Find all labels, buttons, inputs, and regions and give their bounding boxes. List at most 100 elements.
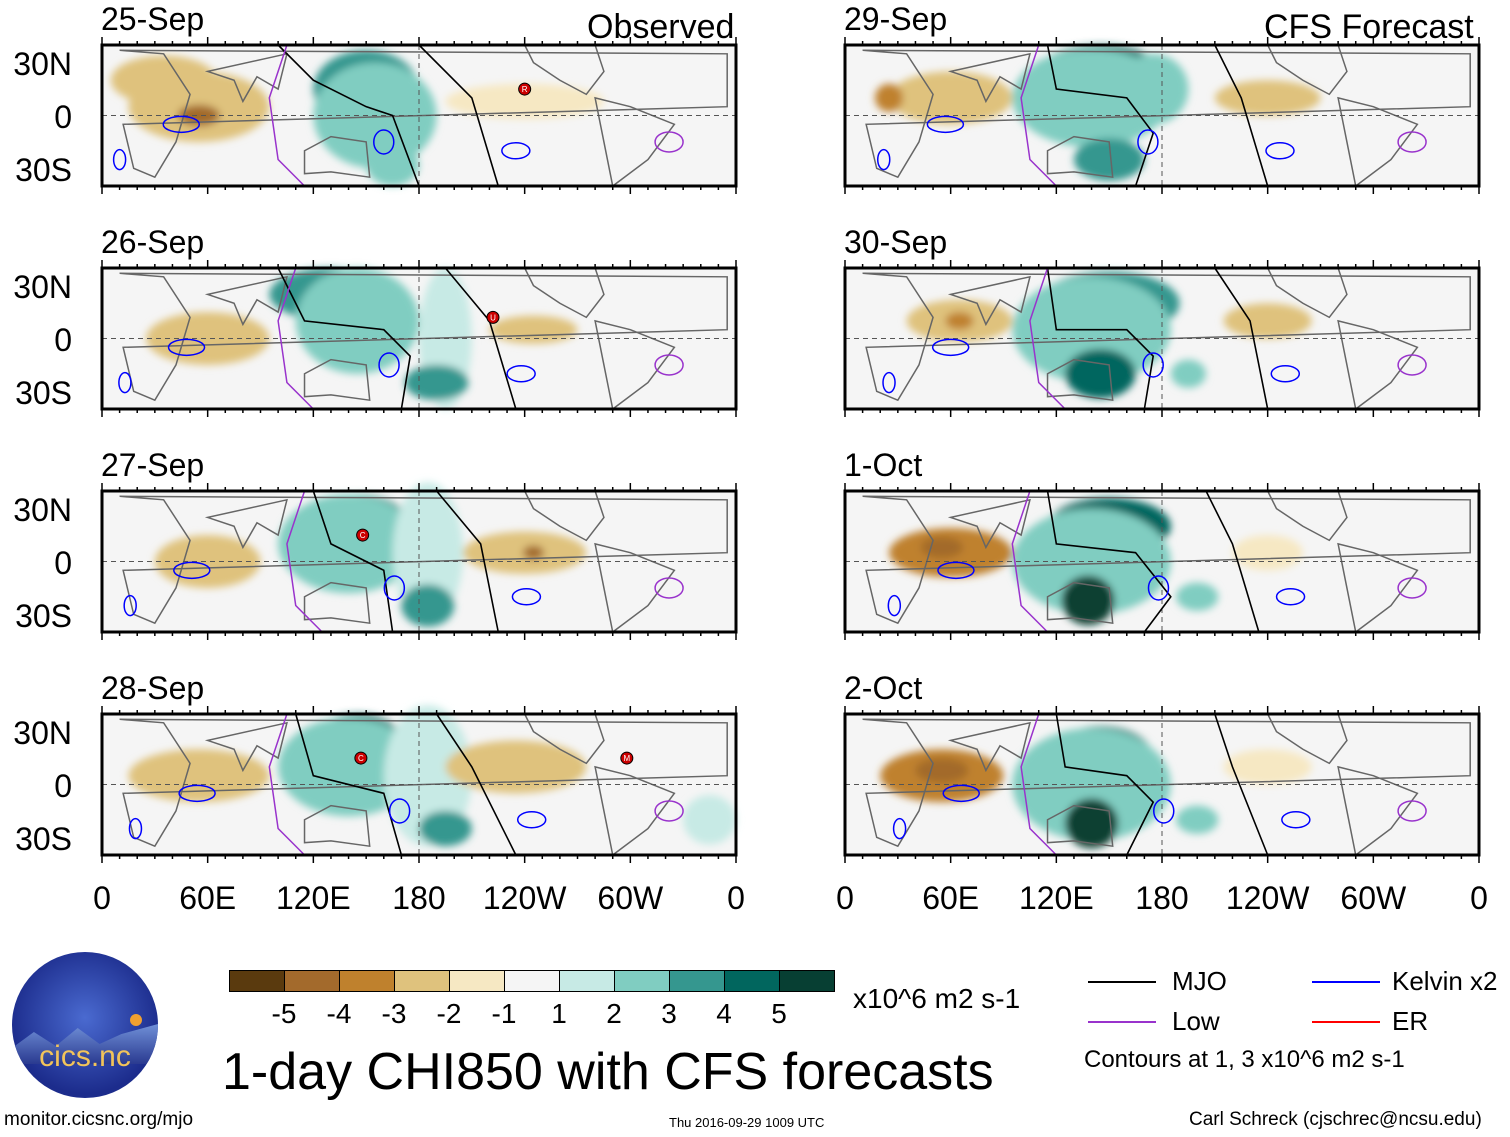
footer-author: Carl Schreck (cjschrec@ncsu.edu) xyxy=(1189,1109,1482,1130)
kelvin-contour xyxy=(383,575,406,601)
x-tick-label: 0 xyxy=(93,880,111,916)
kelvin-contour xyxy=(173,561,211,580)
kelvin-contour xyxy=(118,371,132,394)
kelvin-contour xyxy=(1142,352,1164,378)
kelvin-contour xyxy=(373,129,395,155)
contour-note: Contours at 1, 3 x10^6 m2 s-1 xyxy=(1084,1046,1405,1073)
kelvin-contour xyxy=(882,371,896,394)
legend-mjo-line xyxy=(1088,981,1156,983)
anomaly-blob xyxy=(392,482,464,624)
coastline xyxy=(119,272,728,402)
coastline xyxy=(862,495,1471,625)
mjo-contour xyxy=(1055,713,1155,856)
coastline xyxy=(594,319,676,411)
anomaly-blob xyxy=(1065,349,1136,399)
low-contour xyxy=(654,131,684,153)
coastline xyxy=(594,542,676,634)
colorbar-tick-label: -5 xyxy=(271,998,297,1029)
x-tick-label: 120E xyxy=(1018,880,1094,916)
logo-text: cics.nc xyxy=(39,1040,131,1073)
panel-date-label: 2-Oct xyxy=(844,670,923,706)
y-tick-label: 0 xyxy=(54,768,72,804)
kelvin-contour xyxy=(123,594,137,617)
tropical-storm-icon: M xyxy=(620,751,634,765)
mjo-contour xyxy=(1046,490,1172,633)
anomaly-blob xyxy=(1232,535,1303,571)
low-contour xyxy=(268,44,306,187)
anomaly-blob xyxy=(1061,575,1115,625)
low-contour xyxy=(286,490,323,633)
colorbar-swatch xyxy=(394,970,450,992)
mjo-contour xyxy=(435,490,500,633)
colorbar-swatch xyxy=(559,970,615,992)
low-contour xyxy=(1397,577,1427,599)
anomaly-blob xyxy=(874,83,904,112)
low-contour xyxy=(654,354,684,376)
x-tick-label: 60E xyxy=(179,880,237,916)
footer-url[interactable]: monitor.cicsnc.org/mjo xyxy=(4,1109,194,1130)
colorbar-swatch xyxy=(284,970,340,992)
coastline xyxy=(1337,765,1419,857)
legend-kelvin-label: Kelvin x2 xyxy=(1392,966,1498,996)
mjo-contour xyxy=(1214,713,1269,856)
coastline xyxy=(947,52,1031,104)
colorbar-swatch xyxy=(229,970,285,992)
tropical-storm-icon: C xyxy=(354,751,368,765)
legend-low-label: Low xyxy=(1172,1006,1220,1036)
figure-title: 1-day CHI850 with CFS forecasts xyxy=(222,1043,994,1101)
anomaly-blob xyxy=(1176,805,1219,834)
x-tick-label: 120E xyxy=(275,880,351,916)
low-contour xyxy=(277,267,314,410)
low-contour xyxy=(1029,267,1066,410)
colorbar-tick-label: -1 xyxy=(491,998,517,1029)
legend-er-label: ER xyxy=(1392,1006,1429,1036)
x-tick-label: 60W xyxy=(597,880,664,916)
coastline xyxy=(1046,581,1114,625)
anomaly-blob xyxy=(489,315,578,344)
low-contour xyxy=(1397,131,1427,153)
kelvin-contour xyxy=(876,148,891,171)
kelvin-contour xyxy=(892,817,907,840)
map-panel-29-Sep xyxy=(843,37,1481,194)
coastline xyxy=(947,275,1031,327)
kelvin-contour xyxy=(926,115,965,134)
mjo-contour xyxy=(1046,267,1155,410)
kelvin-contour xyxy=(1147,575,1170,601)
kelvin-contour xyxy=(112,148,127,171)
anomaly-blob xyxy=(945,312,974,330)
anomaly-blob xyxy=(445,740,587,794)
coastline xyxy=(1046,804,1114,848)
panel-date-label: 26-Sep xyxy=(101,224,205,260)
colorbar-swatch xyxy=(669,970,725,992)
legend-kelvin-line xyxy=(1312,981,1380,983)
storm-label: U xyxy=(490,313,496,322)
kelvin-contour xyxy=(378,352,400,378)
mjo-contour xyxy=(1205,490,1260,633)
kelvin-contour xyxy=(942,784,980,803)
colorbar-swatch xyxy=(779,970,835,992)
map-panel-30-Sep xyxy=(843,260,1481,417)
colorbar-tick-label: 5 xyxy=(771,998,787,1029)
coastline xyxy=(947,721,1031,773)
anomaly-blob xyxy=(1223,749,1312,785)
low-contour xyxy=(1011,490,1049,633)
anomaly-blob xyxy=(920,536,963,558)
kelvin-contour xyxy=(1153,798,1175,824)
anomaly-blob xyxy=(1214,80,1321,116)
legend-low-line xyxy=(1088,1021,1156,1023)
map-panel-27-Sep: C xyxy=(100,482,738,640)
low-contour xyxy=(654,577,684,599)
mjo-contour xyxy=(418,44,500,187)
colorbar-tick-label: 1 xyxy=(551,998,567,1029)
kelvin-contour xyxy=(1281,811,1311,829)
low-contour xyxy=(268,713,306,856)
kelvin-contour xyxy=(501,142,531,160)
kelvin-contour xyxy=(516,811,547,829)
mjo-contour xyxy=(1214,44,1269,187)
observed-header: Observed xyxy=(587,8,735,46)
anomaly-blob xyxy=(128,749,270,803)
coastline xyxy=(1046,135,1114,179)
kelvin-contour xyxy=(128,817,143,840)
colorbar-tick-label: -4 xyxy=(326,998,352,1029)
anomaly-blob xyxy=(419,810,472,847)
